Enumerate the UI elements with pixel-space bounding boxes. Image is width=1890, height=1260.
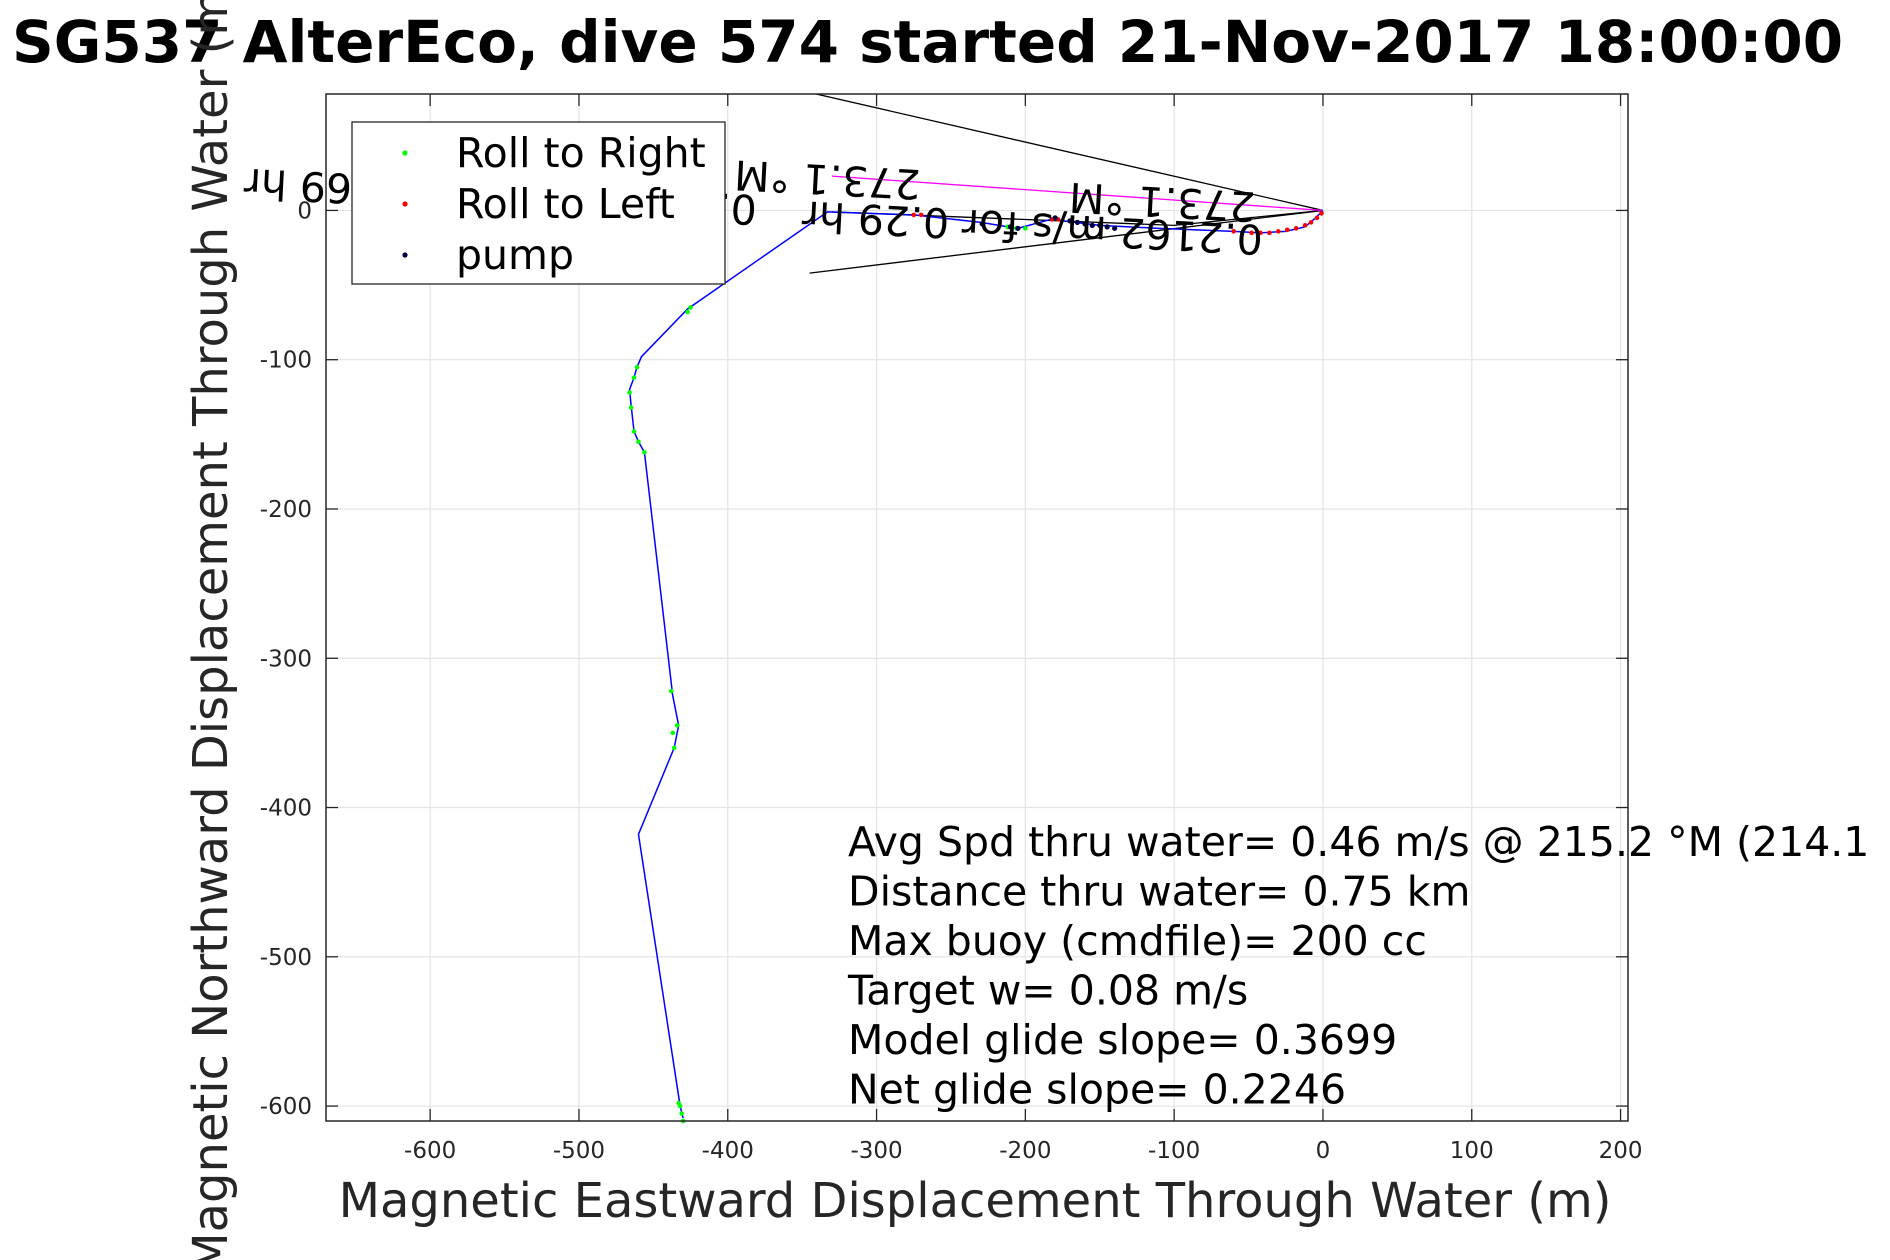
roll-left-point [1302,223,1308,228]
roll-right-point [1023,226,1028,231]
x-tick-label: -200 [999,1138,1051,1164]
stats-line: Max buoy (cmdfile)= 200 cc [848,917,1427,965]
y-tick-label: -200 [260,497,312,523]
rotated-label: 273.1 °M [733,150,922,208]
roll-left-point [1284,227,1290,233]
pump-point [1097,222,1103,228]
x-tick-label: -100 [1148,1138,1200,1164]
roll-left-point [1314,215,1320,221]
heading-line [831,209,1324,227]
heading-line [809,209,1324,274]
roll-right-point [627,390,632,395]
reference-lines-clipped [809,94,1324,274]
heading-line [813,94,1324,212]
magenta-heading-line [831,175,1324,212]
x-tick-label: 100 [1450,1138,1494,1164]
pump-point [1082,221,1088,227]
legend-marker [402,252,408,258]
roll-left-point [1293,226,1299,231]
y-tick-label: -100 [260,348,312,374]
roll-right-point [688,305,693,310]
y-tick-label: -600 [260,1094,312,1120]
legend-label: Roll to Right [456,129,706,177]
chart-title: SG537 AlterEco, dive 574 started 21-Nov-… [12,8,1843,76]
pump-point [979,221,985,227]
x-tick-label: -500 [553,1138,605,1164]
pump-point [1074,219,1081,225]
x-tick-label: 0 [1316,1138,1331,1164]
roll-right-point [642,449,647,455]
reference-lines [809,94,1324,274]
roll-right-point [628,405,634,410]
y-tick-label: -500 [260,945,312,971]
x-tick-label: -400 [702,1138,754,1164]
roll-left-point [1249,230,1254,236]
roll-right-point [631,429,637,434]
roll-left-point [911,212,917,218]
y-tick-label: -400 [260,796,312,822]
stats-line: Distance thru water= 0.75 km [848,868,1470,916]
stats-line: Avg Spd thru water= 0.46 m/s @ 215.2 °M … [848,818,1869,866]
roll-right-point [685,309,690,315]
data-series [627,209,1324,1124]
roll-right-point [668,688,674,694]
y-tick-label: 0 [297,198,312,224]
pump-point [1112,225,1118,231]
roll-left-point [1258,230,1263,236]
legend-marker [402,150,408,156]
roll-left-point [918,212,924,218]
legend-marker [402,201,408,207]
roll-left-point [1319,211,1324,216]
stats-line: Model glide slope= 0.3699 [848,1016,1397,1064]
roll-right-point [634,364,640,370]
roll-left-point [1308,220,1314,225]
roll-right-point [676,1100,681,1106]
y-axis-label: Magnetic Northward Displacement Through … [183,0,239,1260]
pump-point [1089,222,1095,228]
legend-label: pump [456,231,574,279]
roll-right-point [679,1111,684,1116]
pump-point [1007,224,1014,230]
plot-frame [325,93,1629,1122]
stats-line: Net glide slope= 0.2246 [848,1066,1346,1114]
pump-point [1015,225,1021,231]
roll-right-point [636,439,641,445]
pump-point [1067,218,1073,224]
x-tick-label: -600 [404,1138,456,1164]
pump-point [1104,224,1110,230]
roll-left-point [1276,229,1281,234]
roll-right-point [671,745,677,751]
axes-box [325,93,1629,1122]
legend-box [351,121,726,285]
x-tick-label: 200 [1599,1138,1643,1164]
x-tick-label: -300 [850,1138,902,1164]
roll-right-point [670,730,676,736]
roll-right-point [674,723,680,728]
roll-left-point [1231,229,1236,234]
x-axis-label: Magnetic Eastward Displacement Through W… [339,1173,1612,1229]
y-tick-label: -300 [260,646,312,672]
track-line [628,209,1324,1119]
tick-labels: -600 -500 -400 -300 -200 -100 0 100 200 -600 -500 -… [260,198,1643,1164]
roll-left-point [1267,230,1272,236]
stats-line: Target w= 0.08 m/s [847,967,1248,1015]
roll-right-point [631,375,637,380]
stats-annotations: Avg Spd thru water= 0.46 m/s @ 215.2 °M … [847,818,1869,1114]
legend-label: Roll to Left [456,180,675,228]
pump-point [1052,215,1058,221]
rotated-label: 273.1 °M [1068,173,1257,231]
